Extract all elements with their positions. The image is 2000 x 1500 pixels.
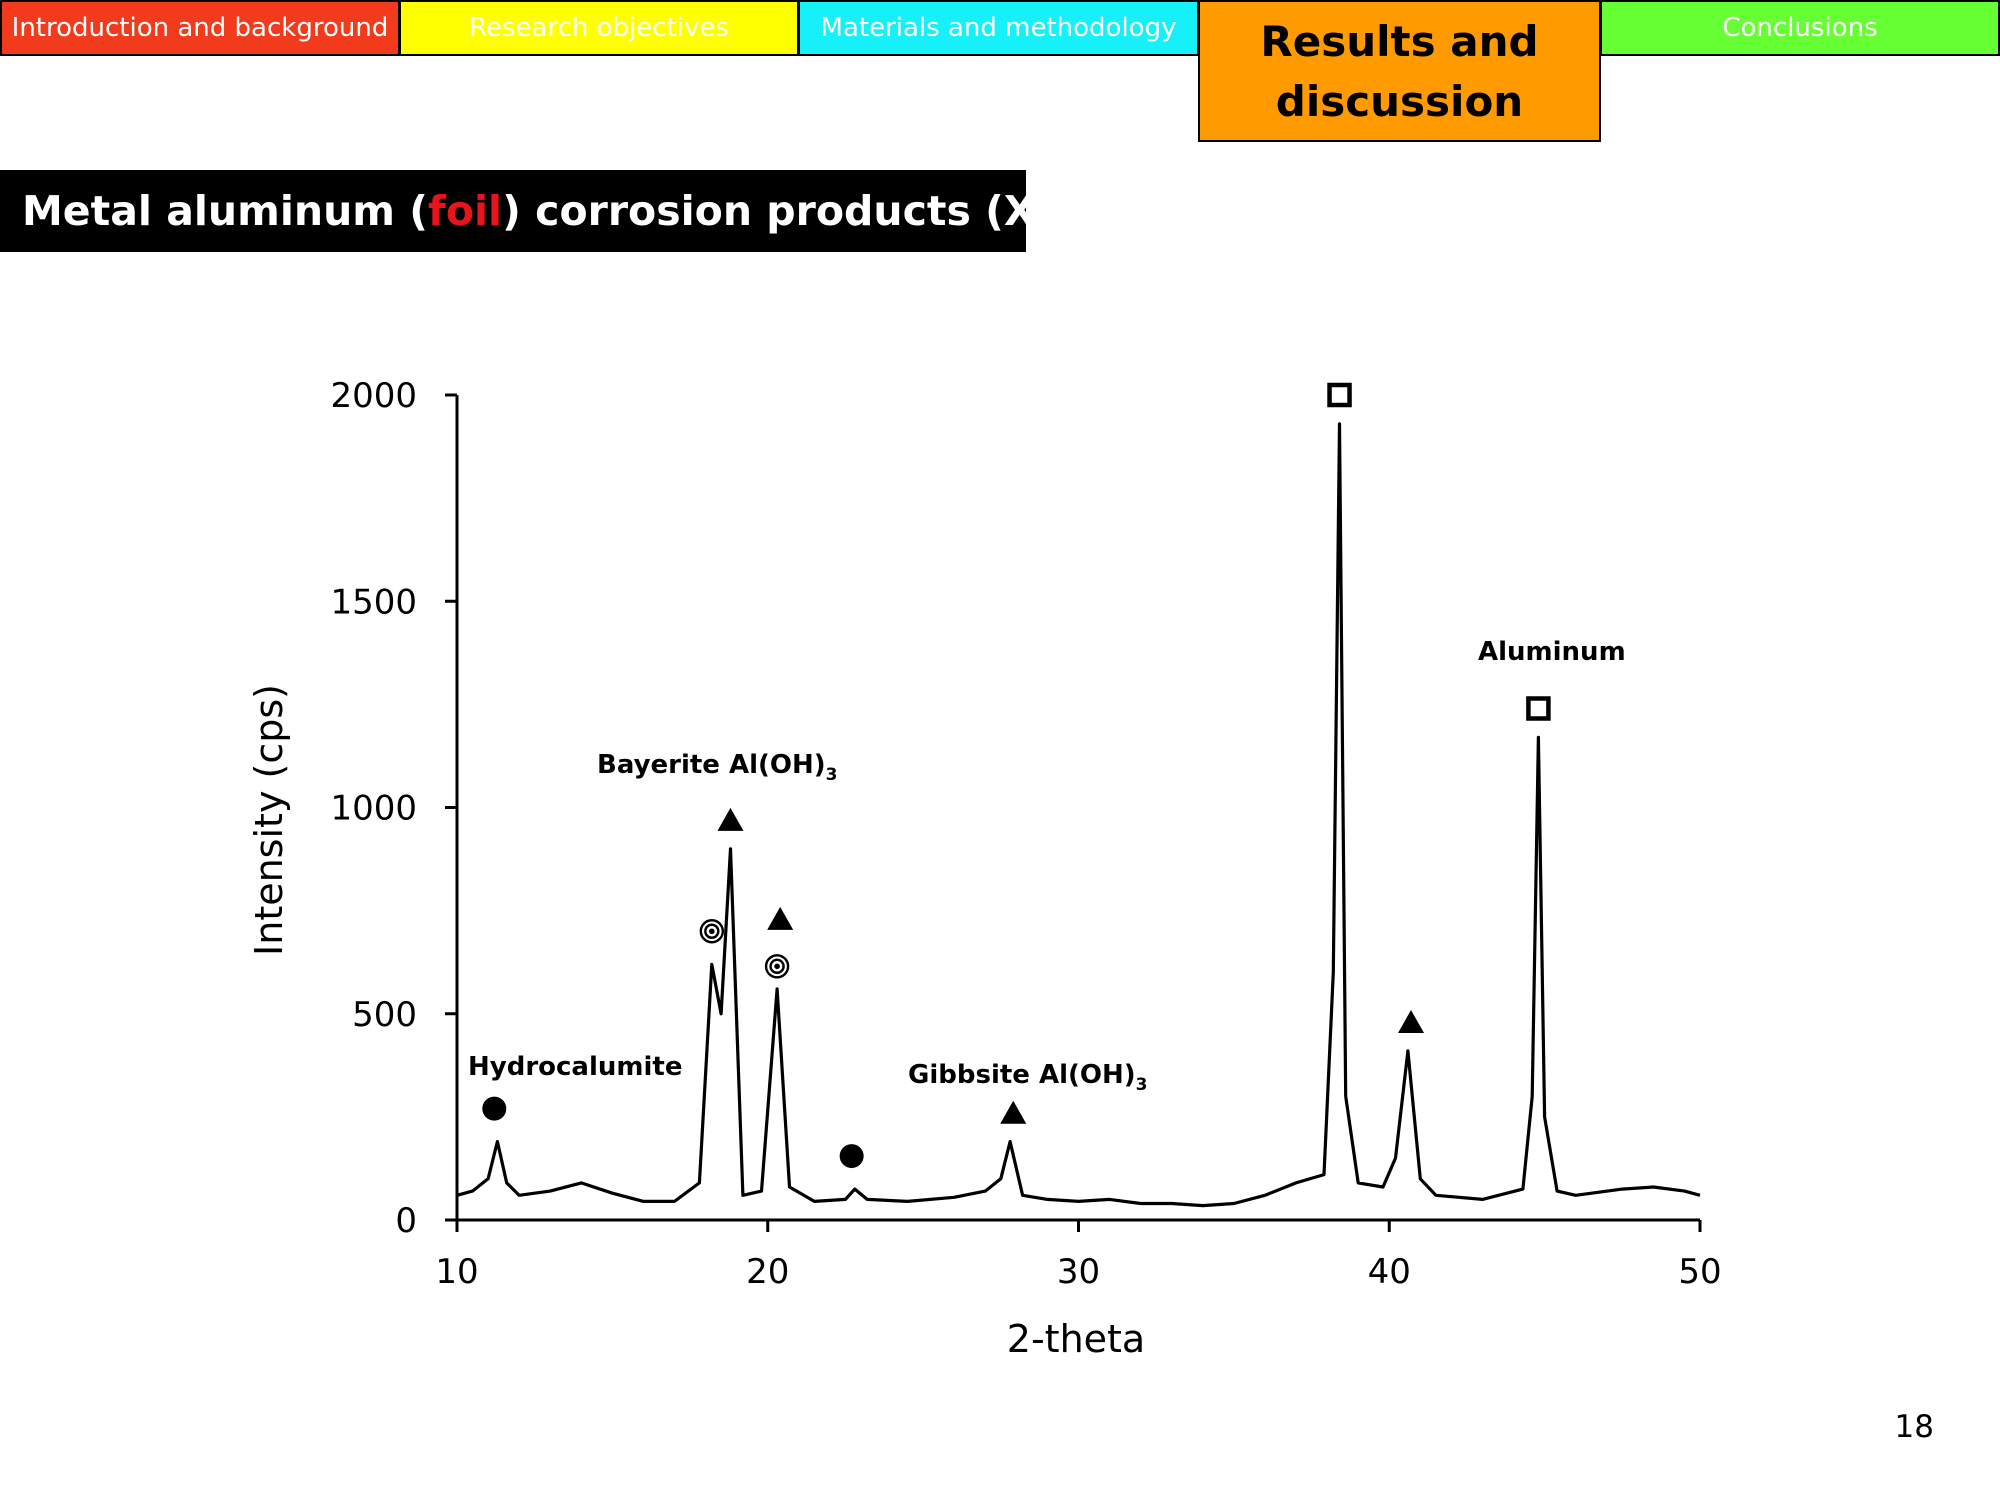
x-axis-label: 2-theta bbox=[1007, 1317, 1145, 1361]
chart-axes bbox=[445, 393, 1702, 1232]
tab-conclusions[interactable]: Conclusions bbox=[1600, 0, 2000, 56]
annotation-gibbsite-main: Gibbsite Al(OH) bbox=[908, 1060, 1136, 1090]
target-marker bbox=[764, 954, 790, 979]
hydrocalumite-marker bbox=[482, 1096, 507, 1121]
series-line-xrd-pattern bbox=[456, 422, 1701, 1208]
aluminum-marker bbox=[1327, 382, 1352, 408]
tab-introduction-and-background[interactable]: Introduction and background bbox=[0, 0, 400, 56]
x-tick-label: 10 bbox=[435, 1252, 478, 1292]
tab-label: Research objectives bbox=[469, 13, 729, 43]
annotation-gibbsite-sub: 3 bbox=[1136, 1075, 1148, 1095]
tab-label: Introduction and background bbox=[11, 13, 389, 43]
tab-research-objectives[interactable]: Research objectives bbox=[399, 0, 799, 56]
tab-results-and-discussion[interactable]: Results and discussion bbox=[1198, 0, 1601, 142]
annotation-hydrocalumite: Hydrocalumite bbox=[468, 1052, 682, 1082]
y-tick-label: 500 bbox=[352, 995, 417, 1035]
annotation-aluminum: Aluminum bbox=[1478, 637, 1626, 667]
bayerite-gibbsite-marker bbox=[1000, 1100, 1027, 1124]
bayerite-gibbsite-marker bbox=[767, 906, 794, 930]
y-tick-label: 1000 bbox=[330, 789, 417, 829]
target-marker bbox=[699, 919, 725, 944]
y-axis-label: Intensity (cps) bbox=[247, 684, 291, 956]
page-number: 18 bbox=[1894, 1409, 1934, 1445]
annotation-bayerite-sub: 3 bbox=[826, 765, 838, 785]
tab-materials-and-methodology[interactable]: Materials and methodology bbox=[798, 0, 1199, 56]
tab-label: Conclusions bbox=[1722, 13, 1878, 43]
slide-title-highlight: foil bbox=[428, 187, 503, 235]
annotation-bayerite: Bayerite Al(OH)3 bbox=[597, 750, 838, 785]
slide-title-post: ) corrosion products (XRD) bbox=[502, 187, 1120, 235]
y-tick-labels: 0 500 1000 1500 2000 bbox=[330, 376, 417, 1241]
slide-title: Metal aluminum (foil) corrosion products… bbox=[0, 170, 1120, 252]
tab-label: Results and discussion bbox=[1260, 17, 1539, 126]
slide-title-pre: Metal aluminum ( bbox=[22, 187, 428, 235]
x-tick-label: 30 bbox=[1057, 1252, 1100, 1292]
x-tick-labels: 10 20 30 40 50 bbox=[435, 1252, 1721, 1292]
tab-label: Materials and methodology bbox=[820, 13, 1177, 43]
x-tick-label: 40 bbox=[1368, 1252, 1411, 1292]
annotation-bayerite-main: Bayerite Al(OH) bbox=[597, 750, 826, 780]
x-tick-label: 20 bbox=[746, 1252, 789, 1292]
target-center bbox=[709, 928, 715, 935]
y-tick-label: 2000 bbox=[330, 376, 417, 416]
target-center bbox=[774, 963, 780, 970]
aluminum-marker bbox=[1526, 696, 1551, 721]
hydrocalumite-marker bbox=[839, 1144, 864, 1169]
x-tick-label: 50 bbox=[1678, 1252, 1721, 1292]
y-tick-label: 0 bbox=[395, 1201, 417, 1241]
bayerite-gibbsite-marker bbox=[717, 807, 744, 831]
y-tick-label: 1500 bbox=[330, 582, 417, 622]
peak-markers bbox=[482, 382, 1551, 1169]
annotation-gibbsite: Gibbsite Al(OH)3 bbox=[908, 1060, 1147, 1095]
bayerite-gibbsite-marker bbox=[1398, 1010, 1425, 1033]
